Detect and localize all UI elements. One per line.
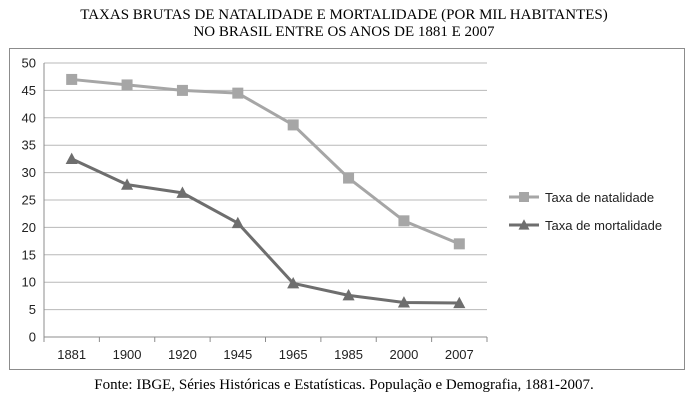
y-tick-label: 25 — [22, 193, 36, 208]
y-tick-label: 10 — [22, 275, 36, 290]
x-tick-label: 1881 — [57, 347, 86, 362]
data-point-natalidade — [398, 215, 410, 227]
x-tick-label: 2007 — [445, 347, 474, 362]
data-point-mortalidade — [65, 152, 78, 164]
x-axis-ticks: 1881 1900 1920 1945 1965 1985 2000 2007 — [57, 347, 474, 362]
data-point-natalidade — [453, 238, 465, 250]
x-tick-label: 1965 — [279, 347, 308, 362]
y-tick-label: 15 — [22, 247, 36, 262]
legend-label-natalidade: Taxa de natalidade — [545, 190, 654, 205]
gridlines — [44, 62, 487, 311]
legend-marker-natalidade — [519, 192, 529, 202]
x-tick-label: 1900 — [113, 347, 142, 362]
y-tick-label: 45 — [22, 83, 36, 98]
y-tick-label: 35 — [22, 138, 36, 153]
data-point-mortalidade — [342, 289, 355, 301]
data-point-mortalidade — [231, 216, 244, 229]
source-note: Fonte: IBGE, Séries Históricas e Estatís… — [94, 377, 594, 393]
legend-marker-mortalidade — [518, 219, 530, 230]
y-axis-ticks: 0 5 10 15 20 25 30 35 40 45 50 — [22, 56, 36, 345]
y-tick-label: 30 — [22, 165, 36, 180]
y-tick-label: 40 — [22, 110, 36, 125]
axes — [43, 63, 488, 342]
chart-title-line-2: NO BRASIL ENTRE OS ANOS DE 1881 E 2007 — [193, 24, 495, 40]
chart-title: TAXAS BRUTAS DE NATALIDADE E MORTALIDADE… — [0, 7, 688, 41]
data-point-natalidade — [176, 84, 188, 96]
data-point-natalidade — [66, 73, 78, 85]
y-tick-label: 0 — [29, 330, 36, 345]
x-tick-label: 1920 — [168, 347, 197, 362]
data-point-mortalidade — [287, 276, 300, 289]
data-point-mortalidade — [453, 296, 466, 309]
legend: Taxa de natalidade Taxa de mortalidade — [509, 190, 662, 233]
legend-label-mortalidade: Taxa de mortalidade — [545, 218, 662, 233]
data-point-mortalidade — [397, 296, 410, 308]
series-line-natalidade — [71, 77, 460, 246]
data-point-natalidade — [343, 172, 355, 184]
x-tick-label: 2000 — [389, 347, 418, 362]
data-point-mortalidade — [121, 178, 134, 190]
data-point-natalidade — [287, 119, 299, 131]
data-point-mortalidade — [176, 186, 189, 198]
chart-title-line-1: TAXAS BRUTAS DE NATALIDADE E MORTALIDADE… — [80, 7, 608, 23]
data-point-natalidade — [232, 87, 244, 99]
x-tick-label: 1985 — [334, 347, 363, 362]
series-line-mortalidade — [71, 157, 460, 305]
y-tick-label: 20 — [22, 220, 36, 235]
chart-frame — [9, 48, 685, 370]
y-tick-label: 5 — [29, 302, 36, 317]
series-group — [65, 73, 466, 309]
y-tick-label: 50 — [22, 56, 36, 71]
x-tick-label: 1945 — [223, 347, 252, 362]
data-point-natalidade — [121, 79, 133, 91]
